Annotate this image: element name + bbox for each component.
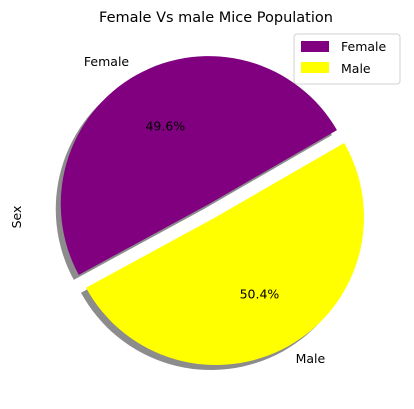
category-label-male: Male bbox=[296, 351, 326, 366]
pie-slice-female bbox=[60, 56, 337, 275]
legend-label-male: Male bbox=[341, 61, 371, 76]
legend-label-female: Female bbox=[341, 39, 387, 54]
percent-label-male: 50.4% bbox=[240, 286, 280, 301]
pie-slice-male bbox=[86, 143, 364, 365]
y-axis-label: Sex bbox=[9, 206, 24, 229]
category-label-female: Female bbox=[84, 54, 130, 69]
legend: Female Male bbox=[293, 33, 401, 85]
slices bbox=[60, 56, 364, 365]
legend-swatch-male bbox=[301, 62, 329, 73]
legend-swatch-female bbox=[301, 41, 329, 52]
percent-label-female: 49.6% bbox=[145, 119, 185, 134]
chart-title: Female Vs male Mice Population bbox=[99, 10, 333, 26]
slice-labels: 49.6% Female 50.4% Male bbox=[84, 54, 326, 366]
